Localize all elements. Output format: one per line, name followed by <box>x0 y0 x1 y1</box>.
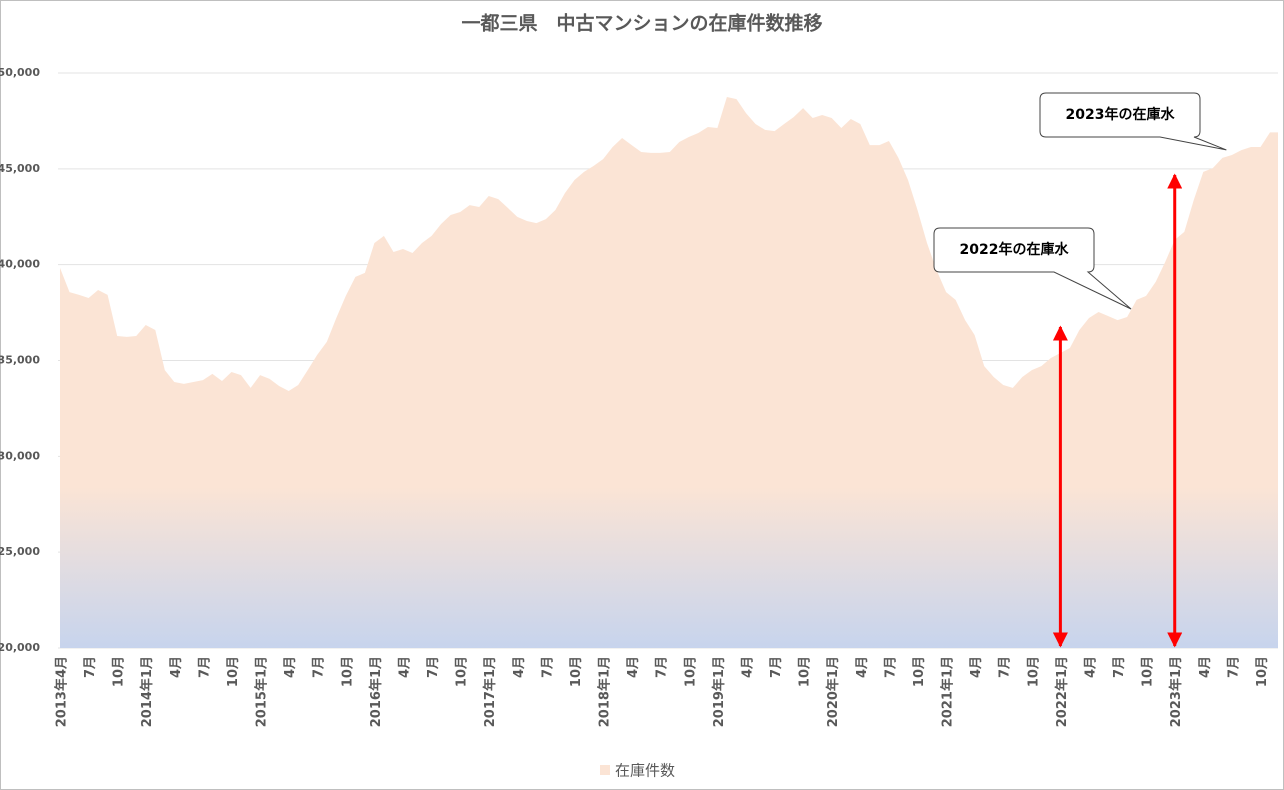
callout <box>933 227 1132 310</box>
x-tick-label: 2016年1月 <box>368 656 384 727</box>
x-tick-label: 10月 <box>912 656 927 687</box>
x-tick-label: 7月 <box>769 656 784 678</box>
x-tick-label: 7月 <box>1226 656 1241 678</box>
x-tick-label: 10月 <box>112 656 127 687</box>
legend-label: 在庫件数 <box>615 762 675 780</box>
x-tick-label: 7月 <box>655 656 670 678</box>
x-tick-label: 4月 <box>169 656 184 678</box>
x-tick-label: 4月 <box>283 656 298 678</box>
x-tick-label: 10月 <box>1255 656 1270 687</box>
x-tick-label: 10月 <box>1026 656 1041 687</box>
x-tick-label: 7月 <box>1112 656 1127 678</box>
x-tick-label: 10月 <box>798 656 813 687</box>
x-tick-label: 4月 <box>1083 656 1098 678</box>
x-tick-label: 2020年1月 <box>825 656 841 727</box>
y-tick-label: 40,000 <box>0 258 40 271</box>
x-tick-label: 2018年1月 <box>597 656 613 727</box>
x-tick-label: 7月 <box>83 656 98 678</box>
x-tick-label: 4月 <box>740 656 755 678</box>
x-tick-label: 7月 <box>540 656 555 678</box>
callout <box>1039 92 1227 151</box>
y-tick-label: 50,000 <box>0 66 40 79</box>
x-tick-label: 10月 <box>569 656 584 687</box>
x-tick-label: 10月 <box>340 656 355 687</box>
y-tick-label: 20,000 <box>0 641 40 654</box>
x-tick-label: 2017年1月 <box>482 656 498 727</box>
annotation-text: 2022年の在庫水 <box>960 241 1070 258</box>
x-tick-label: 4月 <box>626 656 641 678</box>
x-tick-label: 10月 <box>683 656 698 687</box>
x-tick-label: 4月 <box>512 656 527 678</box>
x-tick-label: 7月 <box>312 656 327 678</box>
x-tick-label: 2023年1月 <box>1168 656 1184 727</box>
area <box>60 97 1278 648</box>
x-tick-label: 4月 <box>1198 656 1213 678</box>
legend-swatch <box>600 765 610 775</box>
x-tick-label: 10月 <box>455 656 470 687</box>
y-tick-label: 25,000 <box>0 545 40 558</box>
x-tick-label: 2015年1月 <box>254 656 270 727</box>
x-tick-label: 10月 <box>1141 656 1156 687</box>
x-tick-label: 2019年1月 <box>711 656 727 727</box>
chart-title: 一都三県 中古マンションの在庫件数推移 <box>461 12 822 35</box>
x-tick-label: 4月 <box>855 656 870 678</box>
x-tick-label: 7月 <box>998 656 1013 678</box>
annotation-text: 2023年の在庫水 <box>1066 106 1176 123</box>
y-tick-label: 35,000 <box>0 354 40 367</box>
x-tick-label: 7月 <box>197 656 212 678</box>
x-tick-label: 2021年1月 <box>940 656 956 727</box>
x-tick-label: 2013年4月 <box>54 656 70 727</box>
x-tick-label: 4月 <box>969 656 984 678</box>
x-tick-label: 2022年1月 <box>1054 656 1070 727</box>
y-tick-label: 30,000 <box>0 449 40 462</box>
y-tick-label: 45,000 <box>0 162 40 175</box>
x-tick-label: 7月 <box>883 656 898 678</box>
x-tick-label: 4月 <box>397 656 412 678</box>
x-tick-label: 2014年1月 <box>139 656 155 727</box>
x-tick-label: 10月 <box>226 656 241 687</box>
x-tick-label: 7月 <box>426 656 441 678</box>
